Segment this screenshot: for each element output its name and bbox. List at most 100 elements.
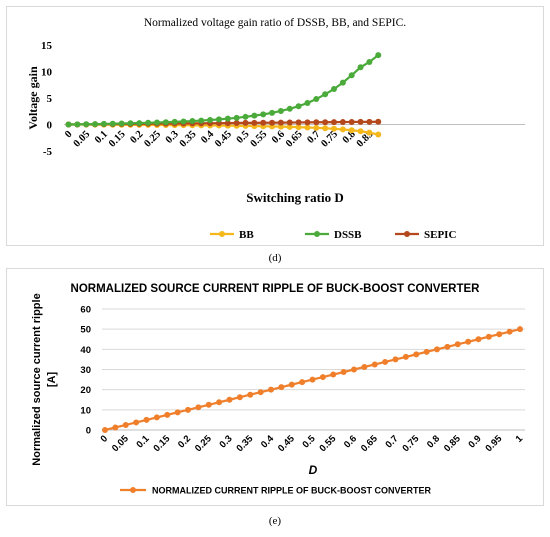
chart-e-point <box>351 366 357 373</box>
chart-d-point-dssb <box>348 72 355 79</box>
chart-d-ytick-label: 15 <box>41 40 53 52</box>
chart-d-point-bb <box>331 125 337 132</box>
chart-d-legend-marker <box>314 231 320 237</box>
chart-d-xtick-label: 0.05 <box>72 129 93 150</box>
chart-e-xtick-label: 0.6 <box>342 433 359 450</box>
chart-e-point <box>153 414 160 421</box>
chart-d-point-dssb <box>366 58 373 65</box>
chart-d-xtick-label: 0.35 <box>178 129 199 150</box>
chart-d-ylabel: Voltage gain <box>26 66 40 130</box>
chart-e-ytick-label: 40 <box>80 345 91 356</box>
chart-e-ytick-label: 20 <box>80 385 91 396</box>
chart-d-point-bb <box>348 127 355 134</box>
chart-e-point <box>475 336 482 343</box>
chart-d-point-dssb <box>286 105 293 112</box>
chart-e-point <box>205 401 212 408</box>
chart-e-point <box>112 424 119 431</box>
chart-e-xtick-label: 1 <box>514 433 526 445</box>
chart-e-point <box>164 411 171 418</box>
chart-d-legend-label: SEPIC <box>424 229 456 241</box>
chart-e-point <box>143 416 150 423</box>
chart-d-point-bb <box>304 124 311 131</box>
chart-e-point <box>247 391 254 398</box>
chart-d-point-sepic <box>269 119 276 126</box>
chart-d-point-sepic <box>313 119 320 126</box>
chart-e-point <box>361 363 368 370</box>
chart-d-point-sepic <box>251 119 258 126</box>
chart-d-xtick-label: 0.45 <box>213 129 234 150</box>
chart-e-point <box>102 427 108 433</box>
chart-d-point-sepic <box>348 118 355 125</box>
chart-e-title: NORMALIZED SOURCE CURRENT RIPPLE OF BUCK… <box>71 283 481 295</box>
chart-d-point-sepic <box>366 118 373 125</box>
chart-e-xtick-label: 0.75 <box>401 433 422 454</box>
chart-d-point-dssb <box>242 113 249 120</box>
chart-d-point-dssb <box>100 120 107 127</box>
chart-d-ytick-label: -5 <box>43 146 53 158</box>
chart-d-point-dssb <box>136 120 143 127</box>
chart-d-point-dssb <box>189 118 196 125</box>
chart-e-point <box>402 353 409 360</box>
chart-e-legend-label: NORMALIZED CURRENT RIPPLE OF BUCK-BOOST … <box>152 486 432 496</box>
chart-e-xtick-label: 0.1 <box>134 433 152 451</box>
chart-e-ylabel-line2: [A] <box>46 372 58 388</box>
chart-e-xtick-label: 0.5 <box>300 433 318 451</box>
chart-e-point <box>278 384 285 391</box>
chart-d-point-dssb <box>277 107 284 114</box>
chart-d-point-sepic <box>286 119 293 126</box>
chart-d-point-bb <box>313 124 320 131</box>
chart-e-point <box>319 374 326 381</box>
chart-d-point-sepic <box>242 119 249 126</box>
chart-e-xtick-label: 0.8 <box>425 433 442 450</box>
chart-e-xtick-label: 0.7 <box>383 433 400 450</box>
chart-d-legend-marker <box>219 231 225 237</box>
chart-e-point <box>413 351 420 358</box>
chart-e-xtick-label: 0.25 <box>193 433 214 454</box>
chart-e-point <box>133 419 140 426</box>
chart-e-ytick-label: 60 <box>80 305 91 316</box>
chart-d-point-dssb <box>269 109 276 116</box>
chart-e-xtick-label: 0.05 <box>110 433 131 454</box>
chart-d-point-sepic <box>260 119 267 126</box>
chart-e-point <box>236 394 243 401</box>
caption-e: (e) <box>268 515 282 527</box>
chart-d-legend-label: BB <box>239 229 254 241</box>
chart-d-point-dssb <box>83 121 90 128</box>
chart-d-point-dssb <box>295 103 302 110</box>
chart-d-title: Normalized voltage gain ratio of DSSB, B… <box>144 17 406 29</box>
chart-e-point <box>392 356 399 363</box>
chart-e-point <box>496 331 503 338</box>
chart-e-xtick-label: 0.35 <box>235 433 256 454</box>
chart-d-point-bb <box>295 124 302 131</box>
chart-e-point <box>506 328 513 335</box>
chart-d-point-dssb <box>322 91 329 98</box>
chart-d-point-sepic <box>331 119 337 126</box>
chart-d-point-sepic <box>375 118 382 125</box>
chart-e-ytick-label: 10 <box>80 405 91 416</box>
chart-d-point-dssb <box>313 96 320 103</box>
chart-d-xtick-label: 0.25 <box>142 129 163 150</box>
chart-d-point-dssb <box>339 79 346 86</box>
chart-d-point-dssb <box>118 120 125 127</box>
chart-d-point-bb <box>375 131 382 138</box>
caption-d: (d) <box>268 252 282 264</box>
chart-d-ytick-label: 10 <box>41 67 53 79</box>
chart-d-point-dssb <box>251 112 258 119</box>
chart-e-xlabel: D <box>309 463 318 477</box>
chart-e-point <box>268 386 274 393</box>
chart-e-ytick-label: 0 <box>86 426 91 437</box>
chart-d-point-sepic <box>295 119 302 126</box>
chart-d-point-sepic <box>224 120 231 127</box>
chart-e-point <box>444 343 451 350</box>
chart-d-point-bb <box>286 123 293 130</box>
chart-d-point-dssb <box>145 119 152 126</box>
chart-e-xtick-label: 0 <box>99 433 111 445</box>
chart-e-xtick-label: 0.65 <box>359 433 380 454</box>
chart-e-xtick-label: 0.15 <box>152 433 173 454</box>
chart-e-legend-marker <box>130 487 136 493</box>
chart-e-xtick-label: 0.85 <box>442 433 463 454</box>
chart-e-point <box>195 404 202 411</box>
chart-d-point-dssb <box>180 118 187 125</box>
chart-e-point <box>330 371 337 378</box>
chart-d-xtick-label: 0.65 <box>284 129 305 150</box>
